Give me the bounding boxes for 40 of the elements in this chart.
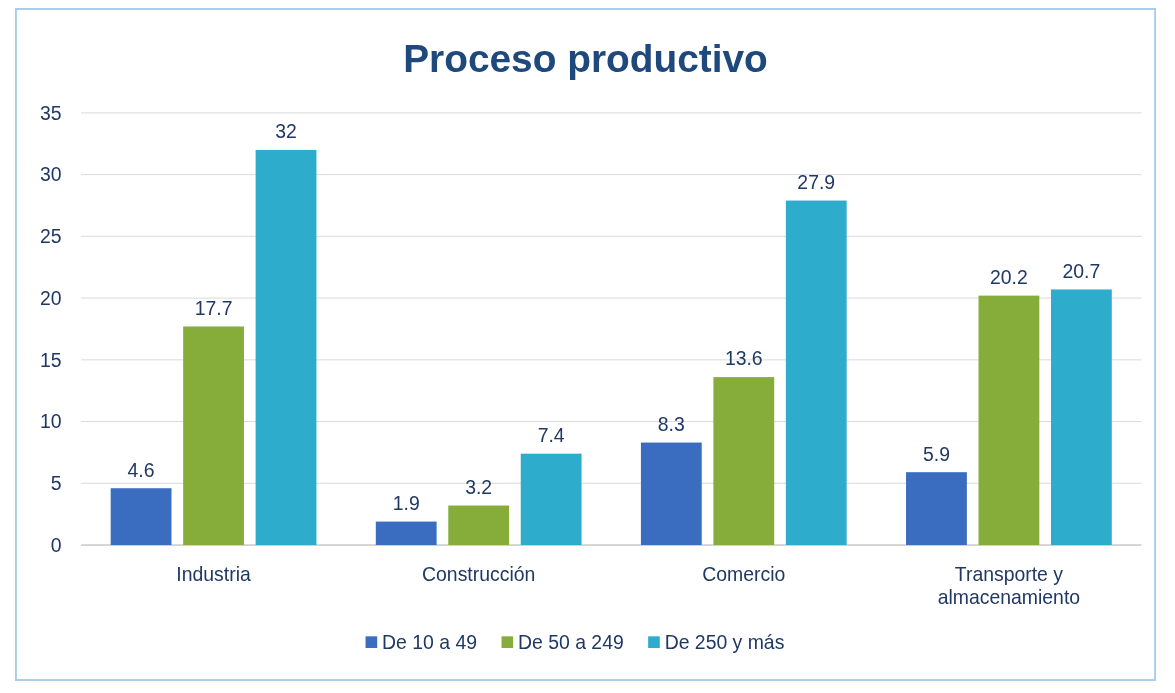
bar [520,453,582,546]
data-label: 8.3 [657,412,685,435]
y-tick-label: 10 [39,410,62,433]
data-label: 5.9 [922,442,950,465]
x-tick-label: Construcción [422,562,536,585]
x-tick-label: Industria [176,562,251,585]
x-tick-label: Transporte y almacenamiento [937,562,1081,609]
y-tick-label: 25 [39,225,62,248]
legend-label: De 10 a 49 [382,630,477,653]
bar [978,295,1040,546]
data-label: 27.9 [797,170,836,193]
legend-label: De 250 y más [664,630,785,653]
bar [713,377,775,546]
bar [110,488,172,546]
data-label: 17.7 [194,296,233,319]
y-tick-label: 35 [39,101,62,124]
bar [375,521,437,546]
bar [640,442,702,546]
y-tick-label: 5 [50,472,62,495]
data-label: 32 [275,120,297,143]
data-label: 3.2 [465,475,493,498]
y-tick-label: 30 [39,163,62,186]
bar [255,149,317,546]
y-tick-label: 0 [50,533,62,556]
x-tick-label: Comercio [702,562,786,585]
y-tick-label: 20 [39,286,62,309]
bar [785,200,847,546]
bar [448,505,510,546]
data-label: 1.9 [392,491,420,514]
legend-label: De 50 a 249 [518,630,624,653]
data-label: 20.7 [1062,259,1101,282]
data-label: 20.2 [990,265,1028,288]
data-label: 7.4 [537,424,565,447]
bar [183,326,244,546]
chart-title: Proceso productivo [403,37,768,81]
y-tick-label: 15 [39,348,62,371]
bar [906,472,967,546]
data-label: 13.6 [724,347,763,370]
data-label: 4.6 [127,458,155,481]
bar [1050,289,1112,546]
